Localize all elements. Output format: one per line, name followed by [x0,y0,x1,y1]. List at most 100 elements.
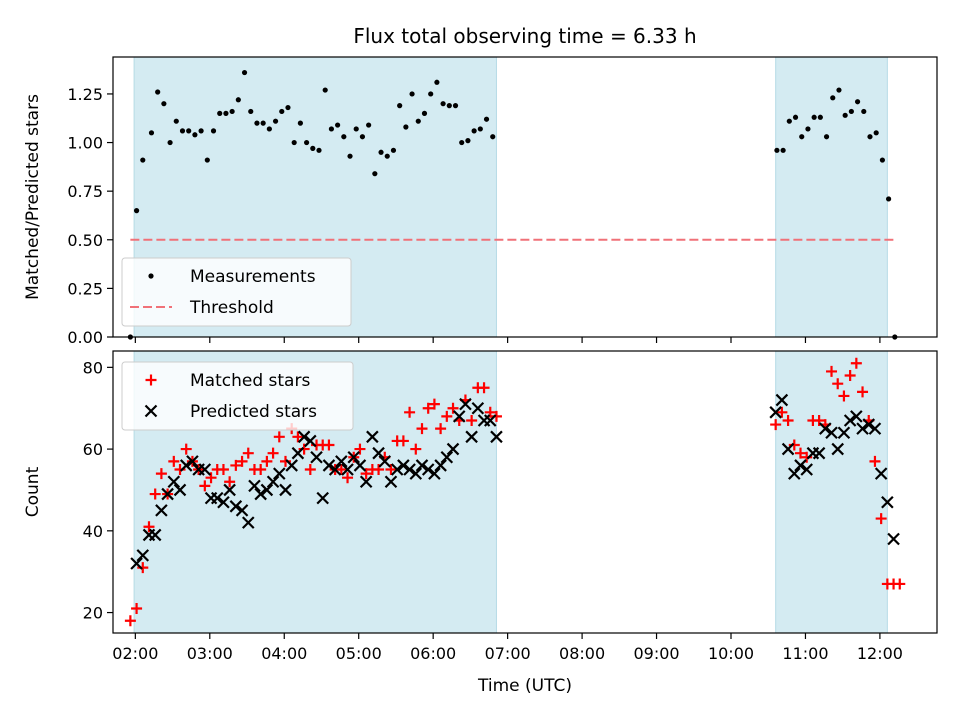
measurements-point [223,110,229,116]
measurements-point [823,134,830,140]
predicted-stars-point [161,487,174,501]
matched-stars-point [484,406,496,418]
chart-title: Flux total observing time = 6.33 h [353,24,696,48]
predicted-stars-point [800,463,813,476]
matched-stars-point [323,439,335,451]
predicted-stars-point [198,463,212,476]
predicted-stars-point [223,483,236,497]
matched-stars-point [292,431,304,443]
matched-stars-point [857,386,869,398]
measurements-point [133,208,140,214]
legend-swatch-predicted-stars [144,404,158,418]
matched-stars-point [794,447,806,459]
measurements-point [204,157,210,163]
measurements-point [434,79,440,85]
predicted-stars-point [155,504,168,517]
predicted-stars-point [428,467,441,480]
measurements-point [353,126,359,132]
predicted-stars-point [353,459,367,472]
matched-stars-point [224,476,236,488]
matched-stars-point [838,390,850,402]
predicted-stars-point [434,459,447,472]
x-tick-label: 05:00 [336,644,382,663]
predicted-stars-point [862,418,876,431]
matched-stars-point [230,459,242,471]
predicted-stars-point [812,446,826,460]
y-tick-label: 20 [83,604,103,623]
predicted-stars-point [291,446,305,460]
predicted-stars-point [167,475,181,489]
predicted-stars-point [490,430,503,444]
predicted-stars-point [440,450,454,464]
measurements-point [886,196,892,202]
x-tick-label: 11:00 [782,644,828,663]
matched-stars-point [360,468,372,480]
measurements-point [173,118,179,124]
measurements-point [248,108,254,115]
y-tick-label: 1.00 [67,134,103,153]
predicted-stars-point [378,455,392,468]
measurements-point [490,134,496,140]
y-tick-label: 0.25 [67,279,103,298]
measurements-point [421,110,428,116]
predicted-stars-point [483,414,497,427]
predicted-stars-point [310,450,323,464]
measurements-point [316,147,322,153]
y-tick-label: 1.25 [67,85,103,104]
predicted-stars-point [471,401,485,415]
matched-stars-point [242,447,254,459]
matched-stars-point [124,615,136,627]
measurements-point [792,114,799,120]
matched-stars-point [422,402,434,414]
matched-stars-point [782,414,794,426]
matched-stars-point [826,365,838,377]
measurements-point [260,120,266,126]
predicted-stars-point [248,479,261,493]
legend-label-threshold: Threshold [189,298,274,318]
x-tick-label: 07:00 [485,644,531,663]
matched-stars-point [373,464,385,476]
measurements-point [167,139,173,146]
measurements-point [452,103,459,109]
measurements-point [285,104,291,111]
measurements-point [867,134,873,140]
measurements-point [229,108,235,115]
predicted-stars-point [794,459,807,472]
predicted-stars-point [409,467,423,480]
measurements-point [403,124,409,130]
measurements-point [155,89,161,95]
measurements-point [409,91,415,97]
y-tick-label: 80 [83,358,103,377]
matched-stars-point [205,472,217,484]
measurements-point [483,116,490,122]
matched-stars-point [255,464,267,476]
measurements-point [335,122,341,128]
predicted-stars-point [266,475,280,489]
measurements-point [465,138,471,144]
measurements-point [440,101,446,107]
predicted-stars-point [446,442,460,456]
matched-stars-point [813,414,825,426]
matched-stars-point [149,488,161,500]
predicted-stars-point [887,532,900,546]
matched-stars-point [143,521,155,533]
measurements-point [854,99,861,105]
predicted-stars-point [254,487,267,501]
predicted-stars-point [421,463,435,476]
measurements-point [272,118,279,124]
measurements-point [836,87,842,93]
bottom-x-axis: 02:00 03:00 04:00 05:00 06:00 07:00 08:00 09:00… [112,633,903,663]
y-tick-label: 0.00 [67,328,103,347]
matched-stars-point [441,410,453,422]
top-y-axis-label: Matched/Predicted stars [23,94,43,300]
matched-stars-point [397,435,409,447]
predicted-stars-point [148,528,162,542]
measurements-point [799,134,805,140]
bottom-y-axis: 20 40 60 80 [83,358,113,623]
matched-stars-point [304,464,316,476]
measurements-point [366,122,372,128]
y-tick-label: 0.75 [67,182,103,201]
predicted-stars-point [328,463,342,476]
predicted-stars-point [465,430,478,444]
measurements-point [322,87,328,93]
